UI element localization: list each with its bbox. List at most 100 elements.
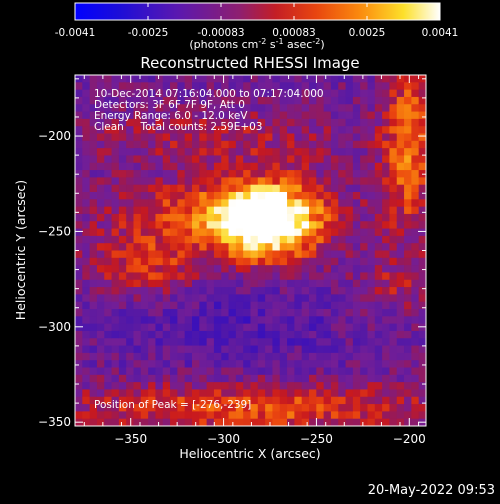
heatmap-cell bbox=[360, 243, 369, 252]
heatmap-cell bbox=[287, 140, 295, 149]
heatmap-cell bbox=[287, 301, 295, 310]
heatmap-cell bbox=[82, 389, 91, 398]
heatmap-cell bbox=[199, 316, 208, 325]
heatmap-cell bbox=[389, 396, 398, 405]
heatmap-cell bbox=[206, 206, 215, 215]
heatmap-cell bbox=[126, 82, 135, 91]
heatmap-cell bbox=[389, 418, 398, 426]
heatmap-cell bbox=[221, 287, 230, 295]
heatmap-cell bbox=[111, 301, 120, 310]
heatmap-cell bbox=[352, 133, 361, 142]
heatmap-cell bbox=[162, 374, 171, 383]
heatmap-cell bbox=[162, 279, 171, 288]
heatmap-cell bbox=[309, 111, 317, 120]
heatmap-cell bbox=[309, 323, 317, 332]
heatmap-cell bbox=[411, 323, 420, 332]
heatmap-cell bbox=[170, 411, 178, 420]
heatmap-cell bbox=[184, 265, 193, 274]
heatmap-cell bbox=[162, 140, 171, 149]
heatmap-cell bbox=[338, 133, 347, 142]
heatmap-cell bbox=[155, 352, 164, 361]
heatmap-cell bbox=[418, 301, 426, 310]
heatmap-cell bbox=[367, 243, 376, 252]
heatmap-cell bbox=[411, 309, 420, 317]
heatmap-cell bbox=[199, 199, 208, 208]
heatmap-cell bbox=[309, 411, 317, 420]
heatmap-cell bbox=[235, 235, 244, 244]
heatmap-cell bbox=[338, 316, 347, 325]
heatmap-cell bbox=[257, 126, 266, 135]
heatmap-cell bbox=[96, 404, 105, 412]
heatmap-cell bbox=[287, 82, 295, 91]
heatmap-cell bbox=[323, 345, 332, 354]
heatmap-cell bbox=[206, 338, 215, 347]
heatmap-cell bbox=[140, 382, 149, 391]
heatmap-cell bbox=[250, 374, 259, 383]
heatmap-cell bbox=[330, 192, 339, 200]
heatmap-cell bbox=[89, 396, 98, 405]
heatmap-cell bbox=[111, 287, 120, 295]
heatmap-cell bbox=[206, 177, 215, 186]
heatmap-cell bbox=[265, 213, 274, 222]
heatmap-cell bbox=[228, 228, 237, 237]
heatmap-cell bbox=[294, 126, 303, 135]
heatmap-cell bbox=[396, 389, 405, 398]
heatmap-cell bbox=[177, 118, 186, 127]
heatmap-cell bbox=[396, 104, 405, 113]
heatmap-cell bbox=[82, 243, 91, 252]
heatmap-cell bbox=[330, 104, 339, 113]
heatmap-cell bbox=[404, 126, 412, 135]
heatmap-cell bbox=[243, 75, 252, 83]
heatmap-cell bbox=[184, 418, 193, 426]
heatmap-cell bbox=[162, 243, 171, 252]
heatmap-cell bbox=[382, 243, 391, 252]
heatmap-cell bbox=[272, 272, 281, 281]
heatmap-cell bbox=[330, 243, 339, 252]
heatmap-cell bbox=[235, 287, 244, 295]
heatmap-cell bbox=[96, 345, 105, 354]
heatmap-cell bbox=[287, 213, 295, 222]
heatmap-cell bbox=[330, 170, 339, 178]
heatmap-cell bbox=[382, 140, 391, 149]
heatmap-cell bbox=[389, 279, 398, 288]
heatmap-cell bbox=[192, 213, 200, 222]
heatmap-cell bbox=[104, 257, 113, 266]
heatmap-cell bbox=[111, 104, 120, 113]
heatmap-cell bbox=[265, 374, 274, 383]
heatmap-cell bbox=[272, 301, 281, 310]
heatmap-cell bbox=[345, 228, 354, 237]
heatmap-cell bbox=[360, 118, 369, 127]
heatmap-cell bbox=[294, 287, 303, 295]
heatmap-cell bbox=[243, 104, 252, 113]
heatmap-cell bbox=[89, 184, 98, 193]
heatmap-cell bbox=[338, 104, 347, 113]
heatmap-cell bbox=[155, 301, 164, 310]
heatmap-cell bbox=[104, 111, 113, 120]
heatmap-cell bbox=[360, 162, 369, 171]
heatmap-cell bbox=[374, 323, 383, 332]
heatmap-cell bbox=[170, 75, 178, 83]
heatmap-cell bbox=[111, 243, 120, 252]
heatmap-cell bbox=[235, 221, 244, 230]
heatmap-cell bbox=[184, 411, 193, 420]
heatmap-cell bbox=[243, 294, 252, 303]
heatmap-cell bbox=[294, 228, 303, 237]
heatmap-cell bbox=[323, 404, 332, 412]
heatmap-cell bbox=[170, 418, 178, 426]
heatmap-cell bbox=[111, 272, 120, 281]
heatmap-cell bbox=[89, 257, 98, 266]
heatmap-cell bbox=[323, 243, 332, 252]
heatmap-cell bbox=[177, 272, 186, 281]
heatmap-cell bbox=[155, 192, 164, 200]
chart-title: Reconstructed RHESSI Image bbox=[140, 54, 359, 72]
heatmap-cell bbox=[213, 309, 222, 317]
info-line-energy: Energy Range: 6.0 - 12.0 keV bbox=[94, 110, 248, 122]
heatmap-cell bbox=[257, 367, 266, 376]
heatmap-cell bbox=[374, 213, 383, 222]
heatmap-cell bbox=[162, 118, 171, 127]
heatmap-cell bbox=[82, 206, 91, 215]
heatmap-cell bbox=[133, 170, 142, 178]
heatmap-cell bbox=[418, 257, 426, 266]
heatmap-cell bbox=[330, 294, 339, 303]
heatmap-cell bbox=[82, 228, 91, 237]
